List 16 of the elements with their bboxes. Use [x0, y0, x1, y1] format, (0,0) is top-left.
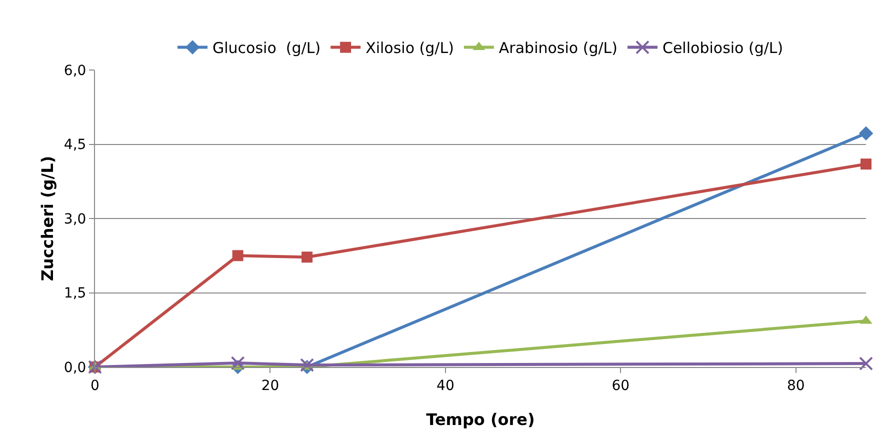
- x-axis-title: Tempo (ore): [426, 410, 535, 429]
- x-tick-label: 40: [436, 378, 454, 394]
- legend-label: Glucosio (g/L): [212, 39, 321, 58]
- x-tick-label: 0: [90, 378, 100, 394]
- x-tick-label: 60: [612, 378, 630, 394]
- y-tick-label: 0,0: [64, 360, 86, 376]
- x-tick-label: 20: [261, 378, 280, 394]
- x-tick-label: 80: [786, 378, 805, 394]
- y-tick-label: 3,0: [64, 211, 86, 228]
- y-tick-label: 4,5: [64, 137, 86, 154]
- legend-label: Xilosio (g/L): [366, 39, 454, 58]
- legend-label: Arabinosio (g/L): [498, 39, 618, 58]
- y-tick-label: 6,0: [64, 62, 86, 79]
- y-tick-label: 1,5: [64, 286, 86, 302]
- y-axis-title: Zuccheri (g/L): [38, 156, 57, 282]
- legend-label: Cellobiosio (g/L): [662, 39, 784, 58]
